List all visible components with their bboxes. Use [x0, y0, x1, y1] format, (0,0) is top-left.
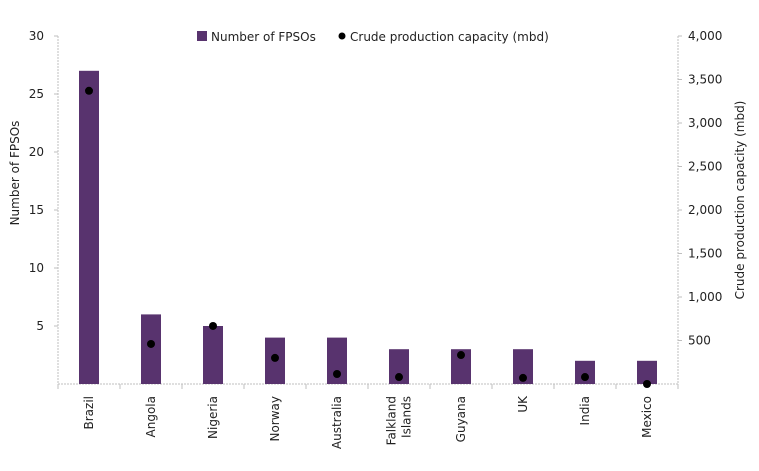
- right-tick-label: 3,500: [688, 73, 722, 87]
- x-category-label: Norway: [268, 396, 282, 442]
- left-tick-label: 5: [36, 319, 44, 333]
- dot-angola: [147, 339, 155, 348]
- legend-swatch-capacity: [338, 32, 346, 40]
- bar-angola: [141, 314, 161, 384]
- x-axis: Brazil Angola Nigeria Norway Australia Falkla…: [57, 383, 679, 449]
- bar-nigeria: [203, 326, 223, 384]
- bar-falkland-islands: [389, 349, 409, 384]
- left-tick-label: 20: [29, 145, 44, 159]
- legend-swatch-fpsos: [197, 31, 207, 41]
- bar-guyana: [451, 349, 471, 384]
- dot-brazil: [85, 86, 93, 95]
- dot-mexico: [643, 380, 651, 388]
- x-category-label: Angola: [144, 396, 158, 437]
- left-tick-label: 10: [29, 261, 44, 275]
- left-tick-label: 25: [29, 87, 44, 101]
- dot-guyana: [457, 351, 465, 360]
- left-tick-label: 30: [29, 29, 44, 43]
- legend-label-fpsos: Number of FPSOs: [211, 30, 316, 44]
- dot-nigeria: [209, 321, 217, 330]
- x-category-label: Guyana: [454, 396, 468, 442]
- bar-uk: [513, 349, 533, 384]
- x-category-label: Falkland: [385, 396, 399, 445]
- dot-australia: [333, 369, 341, 378]
- legend: Number of FPSOs Crude production capacit…: [197, 30, 549, 44]
- bar-mexico: [637, 360, 657, 384]
- right-tick-label: 3,000: [688, 116, 722, 130]
- x-category-label: Mexico: [640, 396, 654, 438]
- x-category-label: Nigeria: [206, 396, 220, 439]
- dot-norway: [271, 353, 279, 362]
- right-tick-label: 4,000: [688, 29, 722, 43]
- right-tick-label: 500: [688, 334, 711, 348]
- left-tick-label: 15: [29, 203, 44, 217]
- right-axis: 500 1,000 1,500 2,000 2,500 3,000 3,500 4,000: [677, 29, 722, 389]
- right-tick-label: 2,500: [688, 160, 722, 174]
- x-category-label: Brazil: [82, 396, 96, 430]
- y2-axis-title: Crude production capacity (mbd): [733, 101, 747, 300]
- right-tick-label: 2,000: [688, 203, 722, 217]
- bar-brazil: [79, 70, 99, 385]
- legend-label-capacity: Crude production capacity (mbd): [350, 30, 549, 44]
- dot-uk: [519, 373, 527, 382]
- left-axis: 5 10 15 20 25 30: [29, 29, 59, 389]
- x-category-label: UK: [516, 395, 530, 413]
- x-category-label: Australia: [330, 396, 344, 449]
- right-tick-label: 1,500: [688, 247, 722, 261]
- x-category-label: Islands: [400, 396, 414, 438]
- dot-falkland-islands: [395, 373, 403, 382]
- dot-india: [581, 373, 589, 382]
- bars-series: [79, 70, 657, 385]
- bar-australia: [327, 337, 347, 384]
- y-axis-title: Number of FPSOs: [8, 121, 22, 226]
- x-category-label: India: [578, 396, 592, 425]
- bar-india: [575, 360, 595, 384]
- right-tick-label: 1,000: [688, 290, 722, 304]
- dots-series: [85, 86, 651, 388]
